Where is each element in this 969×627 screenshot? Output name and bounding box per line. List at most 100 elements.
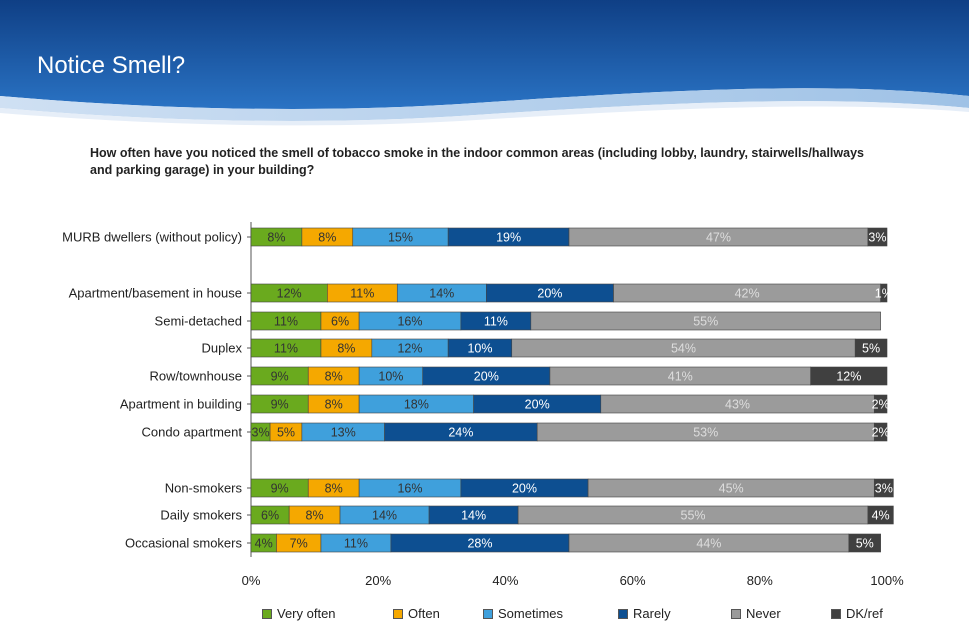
category-label: Semi-detached bbox=[155, 314, 242, 329]
bar-segment-dk-ref bbox=[867, 227, 888, 247]
data-label-never: 41% bbox=[668, 370, 693, 384]
legend-item-rarely: Rarely bbox=[618, 606, 671, 621]
data-label-dk-ref: 1% bbox=[875, 287, 893, 301]
data-label-often: 6% bbox=[331, 315, 349, 329]
data-label-rarely: 10% bbox=[467, 342, 492, 356]
bar-segment-dk-ref bbox=[810, 366, 888, 386]
x-tick-label: 40% bbox=[492, 573, 518, 588]
data-label-rarely: 14% bbox=[461, 509, 486, 523]
data-label-sometimes: 13% bbox=[331, 426, 356, 440]
data-label-never: 54% bbox=[671, 342, 696, 356]
bar-segment-dk-ref bbox=[873, 422, 888, 442]
data-label-never: 47% bbox=[706, 231, 731, 245]
bar-segment-dk-ref bbox=[848, 533, 881, 553]
data-label-sometimes: 16% bbox=[397, 315, 422, 329]
x-tick-label: 100% bbox=[870, 573, 904, 588]
legend-swatch bbox=[262, 608, 272, 619]
data-label-very-often: 6% bbox=[261, 509, 279, 523]
data-label-dk-ref: 12% bbox=[836, 370, 861, 384]
bar-segment-dk-ref bbox=[880, 283, 888, 303]
legend-swatch bbox=[831, 608, 841, 619]
category-label: Condo apartment bbox=[142, 425, 243, 440]
header-wave-graphic bbox=[0, 0, 969, 128]
data-label-sometimes: 10% bbox=[378, 370, 403, 384]
slide-header: Notice Smell? bbox=[0, 0, 969, 128]
data-label-dk-ref: 5% bbox=[862, 342, 880, 356]
data-label-sometimes: 14% bbox=[429, 287, 454, 301]
data-label-sometimes: 11% bbox=[344, 537, 368, 551]
data-label-dk-ref: 3% bbox=[875, 482, 893, 496]
legend-label: Sometimes bbox=[498, 606, 564, 621]
data-label-rarely: 20% bbox=[512, 482, 537, 496]
data-label-rarely: 20% bbox=[474, 370, 499, 384]
x-tick-label: 60% bbox=[620, 573, 646, 588]
category-label: Apartment/basement in house bbox=[69, 286, 242, 301]
data-label-rarely: 20% bbox=[525, 398, 550, 412]
data-label-very-often: 9% bbox=[271, 398, 289, 412]
legend-swatch bbox=[618, 608, 628, 619]
data-label-dk-ref: 4% bbox=[872, 509, 890, 523]
data-label-never: 55% bbox=[681, 509, 706, 523]
bar-segment-never bbox=[530, 311, 881, 331]
slide-title: Notice Smell? bbox=[37, 52, 186, 79]
data-label-very-often: 11% bbox=[274, 342, 298, 356]
data-label-dk-ref: 5% bbox=[856, 537, 874, 551]
bar-segment-dk-ref bbox=[854, 338, 888, 358]
data-label-dk-ref: 3% bbox=[868, 231, 886, 245]
data-label-very-often: 4% bbox=[255, 537, 273, 551]
data-label-very-often: 9% bbox=[271, 370, 289, 384]
data-label-sometimes: 12% bbox=[397, 342, 422, 356]
data-label-rarely: 24% bbox=[448, 426, 473, 440]
legend-swatch bbox=[483, 608, 493, 619]
data-label-often: 8% bbox=[325, 398, 343, 412]
data-label-often: 11% bbox=[350, 287, 374, 301]
data-label-never: 43% bbox=[725, 398, 750, 412]
survey-question: How often have you noticed the smell of … bbox=[90, 146, 864, 177]
category-label: Non-smokers bbox=[165, 481, 243, 496]
data-label-often: 7% bbox=[290, 537, 308, 551]
data-label-never: 53% bbox=[693, 426, 718, 440]
x-tick-label: 0% bbox=[242, 573, 261, 588]
data-label-often: 8% bbox=[337, 342, 355, 356]
x-tick-label: 80% bbox=[747, 573, 773, 588]
category-label: Daily smokers bbox=[160, 508, 242, 523]
legend-label: Often bbox=[408, 606, 440, 621]
data-label-often: 8% bbox=[325, 370, 343, 384]
stacked-bar-chart: MURB dwellers (without policy) 8% 8% 15% 19%… bbox=[62, 222, 904, 588]
bar-segment-dk-ref bbox=[873, 394, 888, 414]
category-label: Apartment in building bbox=[120, 397, 242, 412]
data-label-dk-ref: 2% bbox=[872, 426, 890, 440]
data-label-very-often: 9% bbox=[271, 482, 289, 496]
bar-segment-dk-ref bbox=[867, 505, 894, 525]
data-label-never: 42% bbox=[735, 287, 760, 301]
legend-swatch bbox=[393, 608, 403, 619]
data-label-rarely: 28% bbox=[467, 537, 492, 551]
category-label: Row/townhouse bbox=[150, 369, 243, 384]
legend-label: Never bbox=[746, 606, 781, 621]
legend-item-sometimes: Sometimes bbox=[483, 606, 563, 621]
data-label-very-often: 12% bbox=[277, 287, 302, 301]
legend-label: Very often bbox=[277, 606, 336, 621]
legend-item-very-often: Very often bbox=[262, 606, 336, 621]
bar-segment-dk-ref bbox=[873, 478, 894, 498]
data-label-very-often: 11% bbox=[274, 315, 298, 329]
data-label-sometimes: 18% bbox=[404, 398, 429, 412]
data-label-sometimes: 14% bbox=[372, 509, 397, 523]
data-label-very-often: 8% bbox=[267, 231, 285, 245]
data-label-dk-ref: 2% bbox=[872, 398, 890, 412]
legend-label: Rarely bbox=[633, 606, 671, 621]
data-label-never: 45% bbox=[719, 482, 744, 496]
data-label-rarely: 20% bbox=[537, 287, 562, 301]
data-label-rarely: 19% bbox=[496, 231, 521, 245]
data-label-often: 8% bbox=[325, 482, 343, 496]
chart-legend: Very often Often Sometimes Rarely Never DK/re… bbox=[0, 606, 969, 624]
category-label: Duplex bbox=[202, 341, 243, 356]
data-label-very-often: 3% bbox=[252, 426, 270, 440]
legend-label: DK/ref bbox=[846, 606, 883, 621]
legend-swatch bbox=[731, 608, 741, 619]
legend-item-dk-ref: DK/ref bbox=[831, 606, 883, 621]
data-label-sometimes: 15% bbox=[388, 231, 413, 245]
category-label: Occasional smokers bbox=[125, 536, 243, 551]
category-label: MURB dwellers (without policy) bbox=[62, 230, 242, 245]
data-label-never: 55% bbox=[693, 315, 718, 329]
